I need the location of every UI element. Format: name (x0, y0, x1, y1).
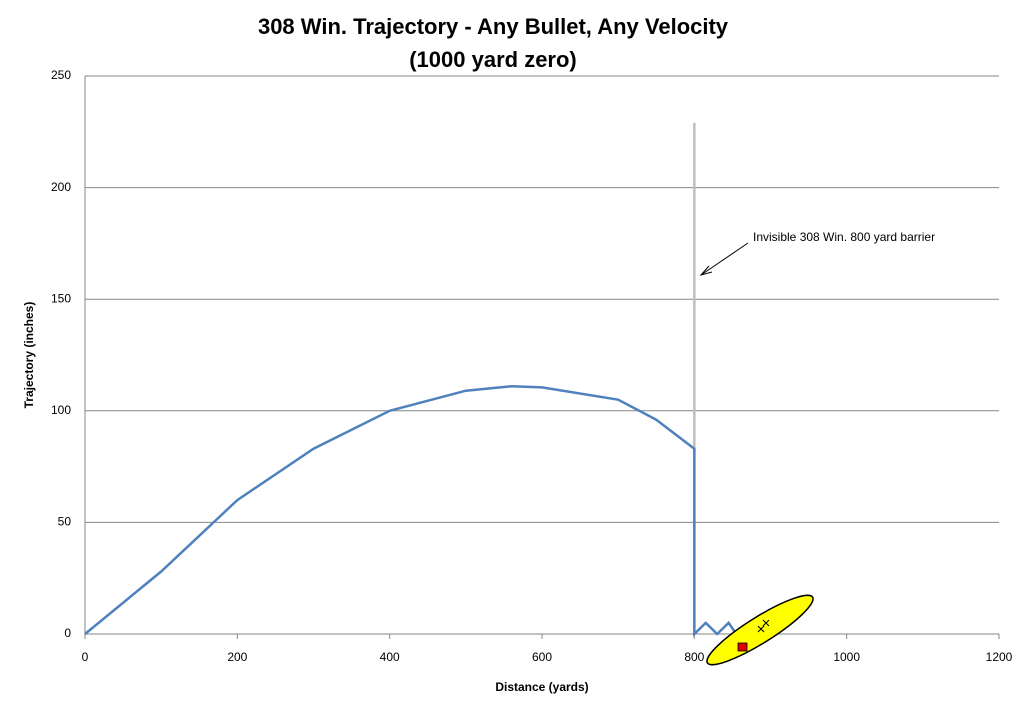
y-tick-label: 200 (51, 180, 71, 194)
bullet-mark (737, 642, 748, 652)
y-tick-label: 150 (51, 291, 71, 305)
y-axis-title: Trajectory (inches) (22, 302, 36, 409)
annotation: Invisible 308 Win. 800 yard barrier (753, 230, 935, 244)
bullet-xx (757, 619, 770, 633)
chart-title: 308 Win. Trajectory - Any Bullet, Any Ve… (258, 14, 729, 39)
arrow-head (699, 265, 713, 276)
series-line (84, 384, 738, 637)
x-tick-label: 1200 (986, 650, 1013, 664)
x-tick-label: 200 (227, 650, 247, 664)
x-tick-label: 0 (82, 650, 89, 664)
annotation-arrow (700, 242, 749, 276)
y-tick-label: 250 (51, 68, 71, 82)
bullet-drawing (706, 594, 814, 666)
y-tick-label: 0 (64, 626, 71, 640)
y-tick-label: 100 (51, 403, 71, 417)
x-axis-title: Distance (yards) (495, 680, 588, 694)
x-tick-label: 800 (684, 650, 704, 664)
y-tick-label: 50 (58, 515, 72, 529)
x-tick-label: 1000 (833, 650, 860, 664)
x-tick-label: 600 (532, 650, 552, 664)
chart-subtitle: (1000 yard zero) (409, 47, 577, 72)
x-tick-label: 400 (380, 650, 400, 664)
